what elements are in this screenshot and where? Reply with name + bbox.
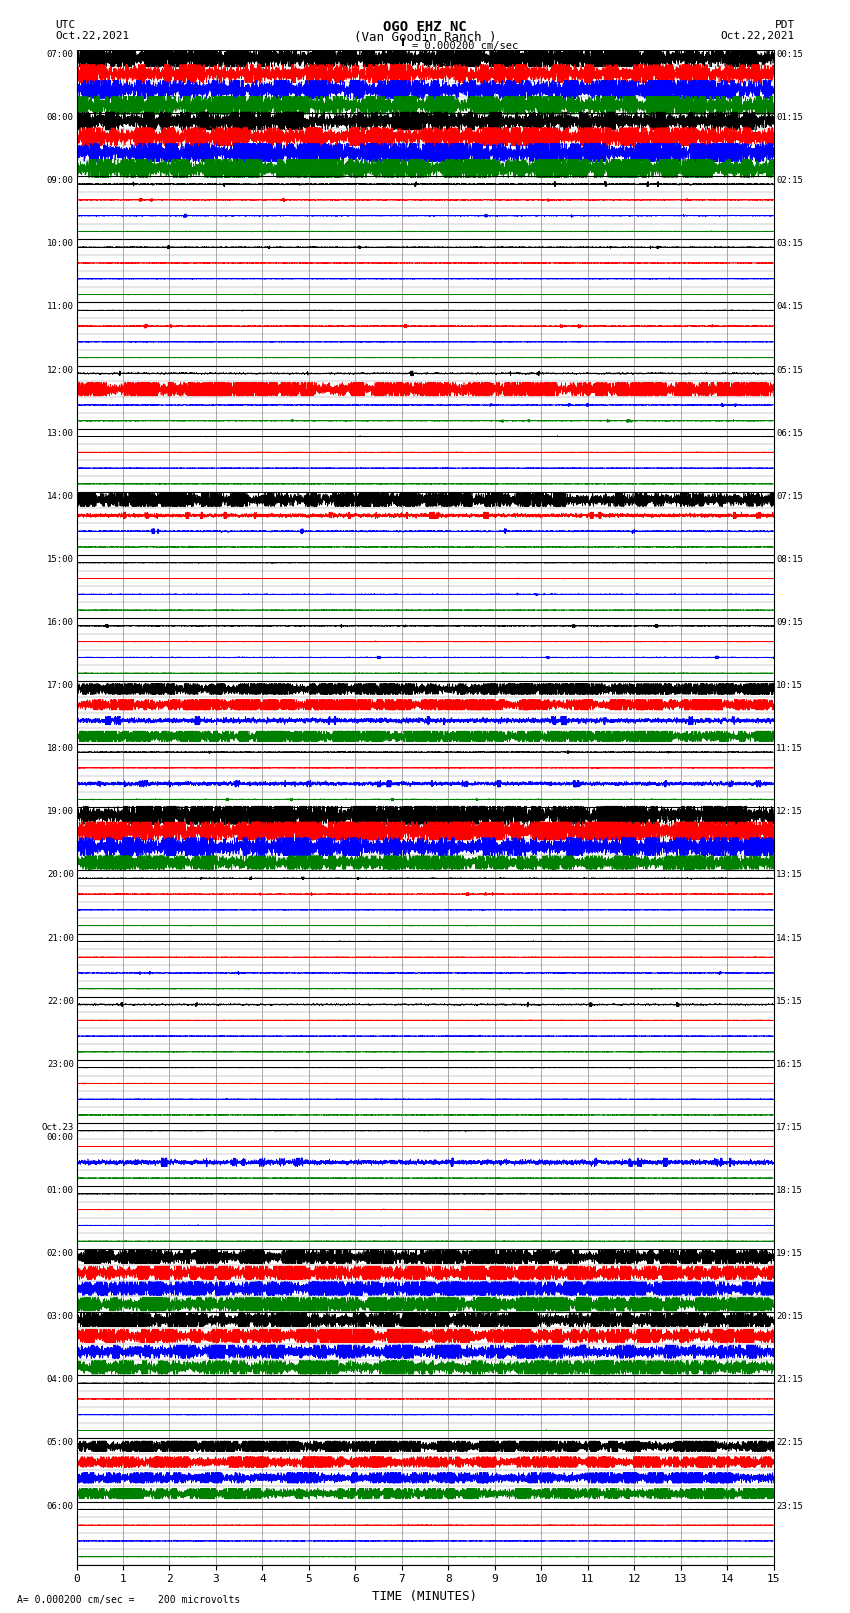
Text: A= 0.000200 cm/sec =    200 microvolts: A= 0.000200 cm/sec = 200 microvolts <box>17 1595 241 1605</box>
Text: Oct.22,2021: Oct.22,2021 <box>721 31 795 40</box>
Text: (Van Goodin Ranch ): (Van Goodin Ranch ) <box>354 31 496 44</box>
X-axis label: TIME (MINUTES): TIME (MINUTES) <box>372 1590 478 1603</box>
Text: PDT: PDT <box>774 19 795 31</box>
Text: UTC: UTC <box>55 19 76 31</box>
Text: Oct.22,2021: Oct.22,2021 <box>55 31 129 40</box>
Text: OGO EHZ NC: OGO EHZ NC <box>383 19 467 34</box>
Text: = 0.000200 cm/sec: = 0.000200 cm/sec <box>412 40 518 52</box>
